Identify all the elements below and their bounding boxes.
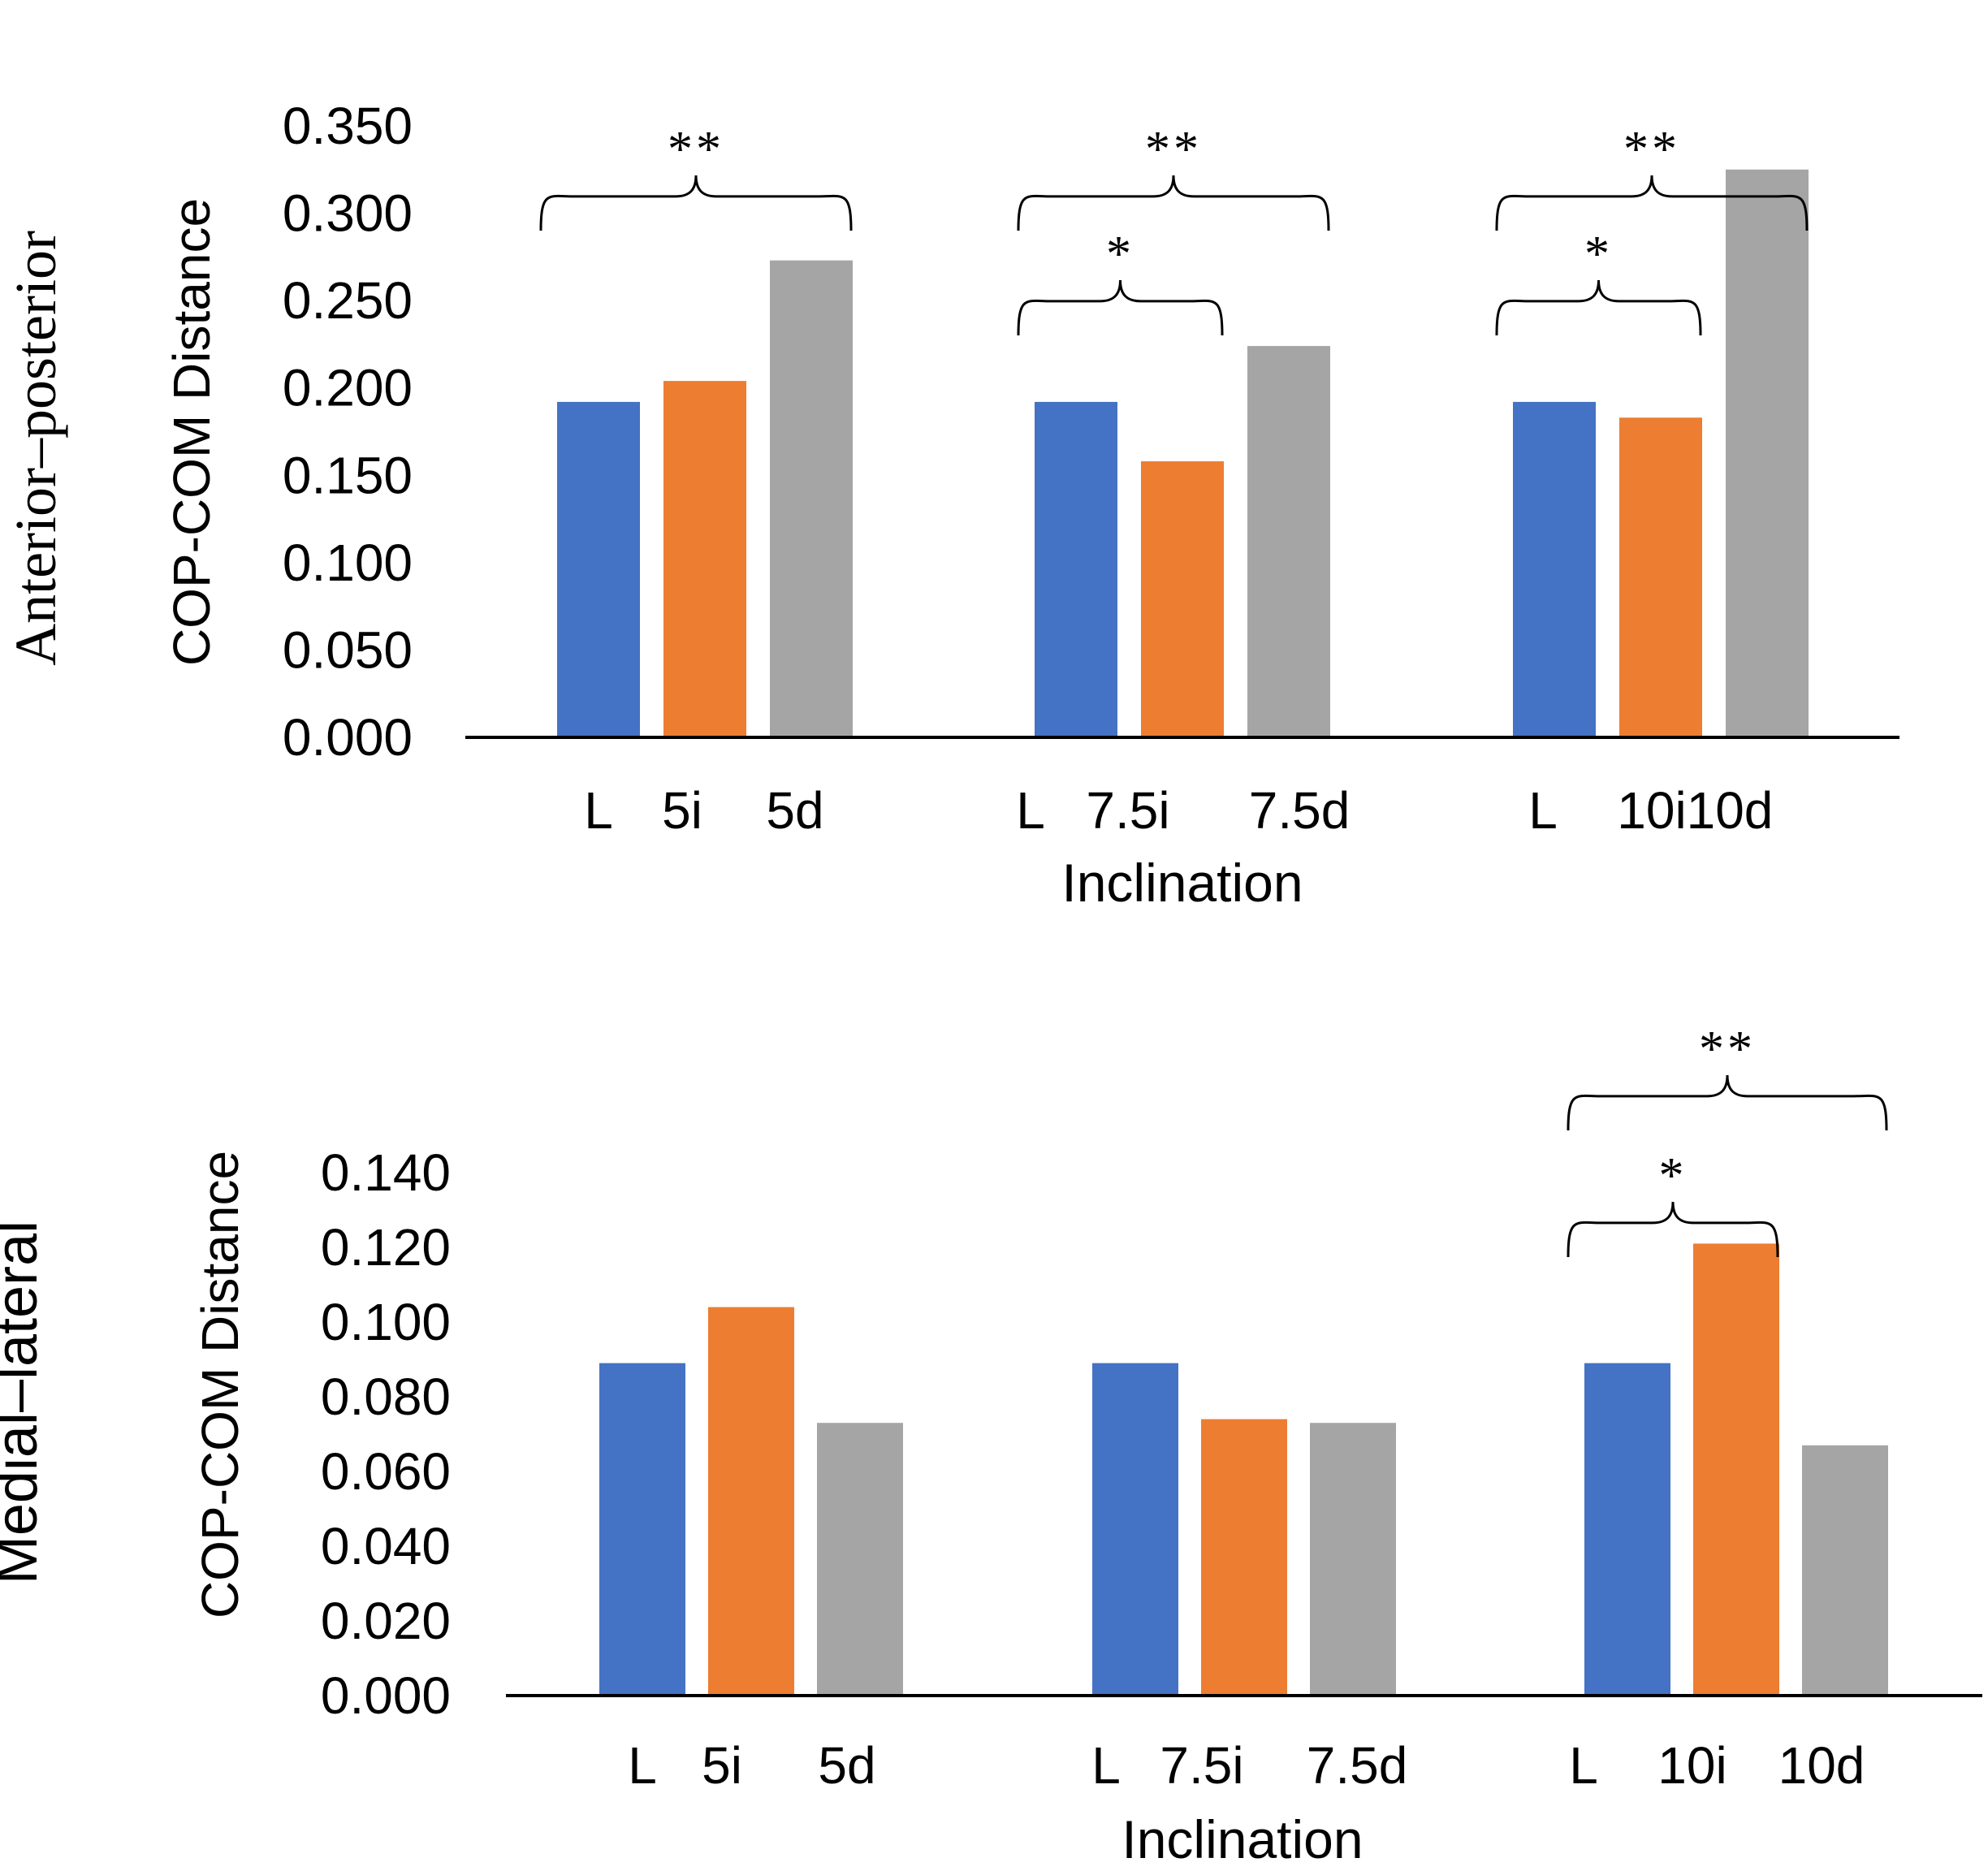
significance-bracket-group-0-0-2-label: ** — [668, 122, 724, 177]
chart-medial-lateral: L 5i 5d L 7.5i 7.5d L 10i 10d 0.000 0.020 0.040 0.06… — [0, 1022, 1982, 1869]
bar-L-group-0 — [599, 1363, 685, 1696]
bar-L-group-2 — [1513, 401, 1596, 737]
y-tick-label: 0.140 — [321, 1143, 451, 1202]
bar-5d-group-0 — [770, 260, 853, 737]
category-label: L — [1016, 781, 1045, 840]
category-label: 10d — [1687, 781, 1774, 840]
category-label: L — [1569, 1736, 1598, 1795]
significance-bracket-group-2-0-1 — [1495, 279, 1702, 336]
y-axis-label: COP-COM Distance — [162, 198, 221, 666]
x-axis-label: Inclination — [1121, 1809, 1363, 1869]
category-label: 7.5d — [1307, 1736, 1408, 1795]
bar-L-group-1 — [1092, 1363, 1178, 1696]
category-label: 7.5i — [1160, 1736, 1243, 1795]
y-tick-label: 0.000 — [283, 708, 413, 767]
y-tick-label: 0.300 — [283, 184, 413, 243]
category-label: L — [584, 781, 613, 840]
y-tick-label: 0.050 — [283, 620, 413, 679]
significance-bracket-group-1-0-1 — [1017, 279, 1224, 336]
significance-bracket-group-2-0-2-label: ** — [1699, 1022, 1756, 1077]
bar-7_5d-group-1 — [1310, 1423, 1396, 1696]
y-tick-label: 0.060 — [321, 1442, 451, 1501]
bar-10i-group-2 — [1619, 417, 1702, 737]
bar-5d-group-0 — [817, 1423, 903, 1696]
bar-L-group-0 — [557, 401, 640, 737]
category-label: L — [1528, 781, 1558, 840]
y-tick-label: 0.040 — [321, 1517, 451, 1575]
category-label: 7.5i — [1086, 781, 1169, 840]
y-tick-label: 0.100 — [283, 534, 413, 592]
y-tick-label: 0.150 — [283, 446, 413, 504]
significance-bracket-group-2-0-2-label: ** — [1623, 122, 1680, 177]
bar-L-group-1 — [1035, 401, 1117, 737]
bar-10i-group-2 — [1693, 1243, 1779, 1696]
category-label: 5d — [818, 1736, 875, 1795]
significance-bracket-group-2-0-1-label: * — [1659, 1148, 1688, 1203]
y-tick-label: 0.080 — [321, 1368, 451, 1426]
bar-7_5i-group-1 — [1141, 461, 1224, 737]
y-tick-label: 0.020 — [321, 1592, 451, 1650]
significance-bracket-group-1-0-2-label: ** — [1145, 122, 1202, 177]
significance-bracket-group-2-0-2 — [1567, 1074, 1888, 1131]
category-label: 5i — [702, 1736, 742, 1795]
category-label: L — [1091, 1736, 1121, 1795]
category-label: 10i — [1617, 781, 1686, 840]
bar-10d-group-2 — [1802, 1445, 1888, 1696]
category-label: 10d — [1778, 1736, 1865, 1795]
significance-bracket-group-2-0-1 — [1567, 1201, 1779, 1258]
significance-bracket-group-0-0-2 — [539, 175, 853, 231]
significance-bracket-group-2-0-2 — [1495, 175, 1809, 231]
bar-5i-group-0 — [708, 1307, 794, 1696]
y-tick-label: 0.000 — [321, 1666, 451, 1725]
y-tick-label: 0.250 — [283, 271, 413, 330]
category-label: 5d — [766, 781, 823, 840]
category-label: 7.5d — [1249, 781, 1351, 840]
y-tick-label: 0.350 — [283, 97, 413, 155]
panel-title: Medial–lateral — [0, 1221, 50, 1584]
bar-7_5i-group-1 — [1201, 1419, 1287, 1696]
y-tick-label: 0.120 — [321, 1218, 451, 1277]
significance-bracket-group-2-0-1-label: * — [1584, 227, 1613, 282]
x-axis-label: Inclination — [1061, 853, 1303, 913]
panel-title: Anterior–posterior — [3, 231, 68, 666]
significance-bracket-group-1-0-2 — [1017, 175, 1330, 231]
bar-L-group-2 — [1584, 1363, 1670, 1696]
category-label: 10i — [1657, 1736, 1727, 1795]
chart-anterior-posterior: L 5i 5d L 7.5i 7.5d L 10i 10d 0.000 0.050 0.100 0.15… — [3, 97, 1899, 913]
y-axis-label: COP-COM Distance — [191, 1151, 249, 1618]
bar-7_5d-group-1 — [1247, 346, 1330, 737]
y-tick-label: 0.100 — [321, 1293, 451, 1351]
y-tick-label: 0.200 — [283, 359, 413, 417]
significance-bracket-group-1-0-1-label: * — [1106, 227, 1134, 282]
bar-5i-group-0 — [663, 381, 746, 737]
bar-10d-group-2 — [1726, 169, 1809, 738]
category-label: 5i — [662, 781, 702, 840]
category-label: L — [628, 1736, 657, 1795]
